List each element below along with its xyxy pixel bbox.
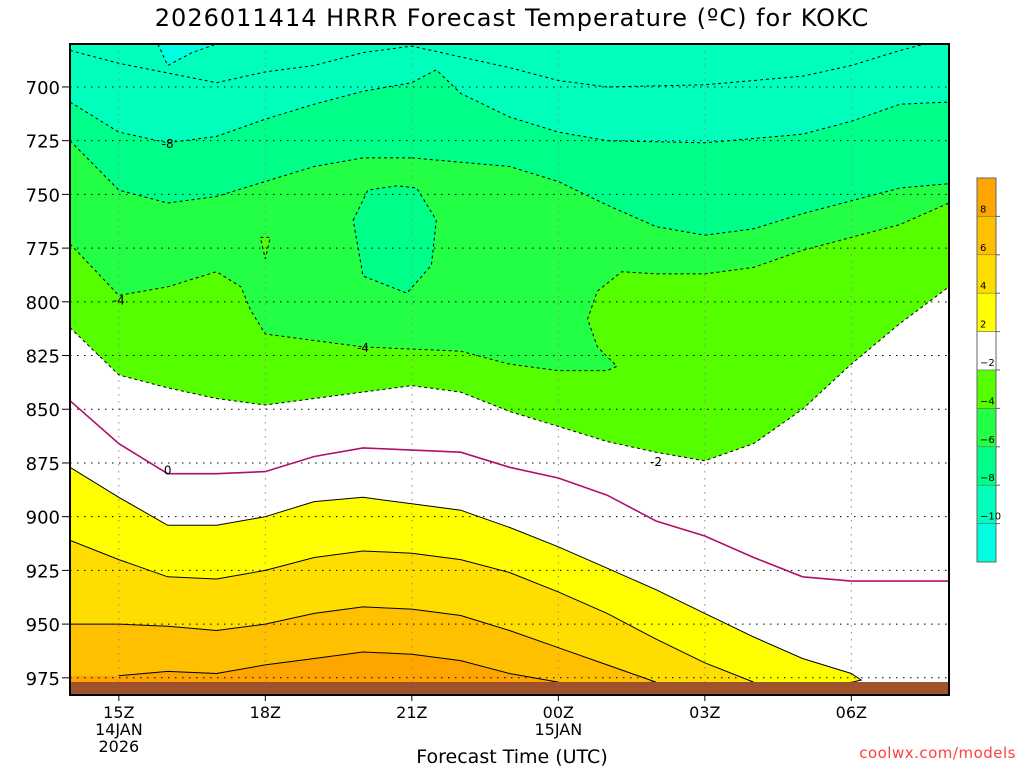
terrain-band	[70, 682, 949, 695]
contour-line	[157, 44, 217, 67]
contour-line	[70, 400, 949, 582]
y-tick-label: 725	[26, 132, 60, 153]
x-tick-label: 06Z	[836, 703, 867, 722]
x-tick-label: 03Z	[689, 703, 720, 722]
x-tick-label: 21Z	[396, 703, 427, 722]
chart-title: 2026011414 HRRR Forecast Temperature (ºC…	[154, 4, 870, 32]
fill-below-minus10	[157, 44, 217, 66]
colorbar-swatch	[976, 523, 997, 563]
y-tick-label: 800	[26, 293, 60, 314]
colorbar-tick-label: 2	[980, 320, 986, 331]
colorbar-tick-label: 8	[980, 204, 986, 215]
colorbar-tick-label: −10	[980, 512, 1001, 523]
contour-line	[118, 651, 559, 685]
contour-label: -8	[162, 137, 174, 151]
x-tick-label: 00Z	[543, 703, 574, 722]
y-tick-label: 825	[26, 347, 60, 368]
contour-line	[259, 236, 271, 260]
y-tick-label: 875	[26, 454, 60, 475]
contour-line	[70, 140, 412, 204]
colorbar-tick-label: 6	[980, 243, 986, 254]
contour-label: -4	[357, 341, 369, 355]
x-tick-label: 14JAN	[95, 720, 143, 739]
temperature-fill-layer	[70, 44, 949, 695]
y-tick-label: 925	[26, 561, 60, 582]
colorbar-tick-label: 4	[980, 281, 986, 292]
colorbar-tick-label: −2	[980, 358, 995, 369]
x-axis-title: Forecast Time (UTC)	[416, 746, 608, 768]
colorbar-tick-label: −4	[980, 396, 995, 407]
colorbar-tick-label: −6	[980, 435, 995, 446]
contour-label: -2	[650, 455, 662, 469]
y-tick-label: 750	[26, 185, 60, 206]
y-tick-label: 775	[26, 239, 60, 260]
contour-label: -4	[113, 294, 125, 308]
plot-frame	[69, 43, 950, 696]
y-tick-label: 850	[26, 400, 60, 421]
contour-line	[70, 606, 657, 685]
colorbar-tick-label: −8	[980, 473, 995, 484]
x-tick-label: 2026	[98, 737, 139, 756]
contour-line	[70, 286, 949, 462]
contour-line	[70, 44, 925, 88]
credit-text: coolwx.com/models	[859, 744, 1016, 762]
x-tick-label: 15JAN	[534, 720, 582, 739]
y-tick-label: 975	[26, 669, 60, 690]
contour-line	[70, 202, 949, 372]
y-axis-labels: 700 725 750 775 800 825 850 875 900 925 950 975	[26, 78, 70, 690]
contour-line	[352, 185, 437, 294]
fill-cold-island	[353, 185, 437, 294]
x-tick-label: 15Z	[103, 703, 134, 722]
y-tick-label: 900	[26, 508, 60, 529]
contour-layer	[70, 44, 949, 690]
fill-6-to-8	[70, 606, 656, 695]
x-tick-label: 18Z	[250, 703, 281, 722]
contour-labels: -8 -4 -4 0 -2	[113, 137, 662, 478]
contour-label: 0	[164, 463, 172, 477]
colorbar: 8 6 4 2 −2 −4 −6 −8 −10	[976, 177, 1001, 563]
y-tick-label: 950	[26, 615, 60, 636]
contour-line	[70, 69, 949, 144]
y-tick-label: 700	[26, 78, 60, 99]
contour-line	[70, 539, 754, 687]
contour-line	[70, 466, 863, 690]
